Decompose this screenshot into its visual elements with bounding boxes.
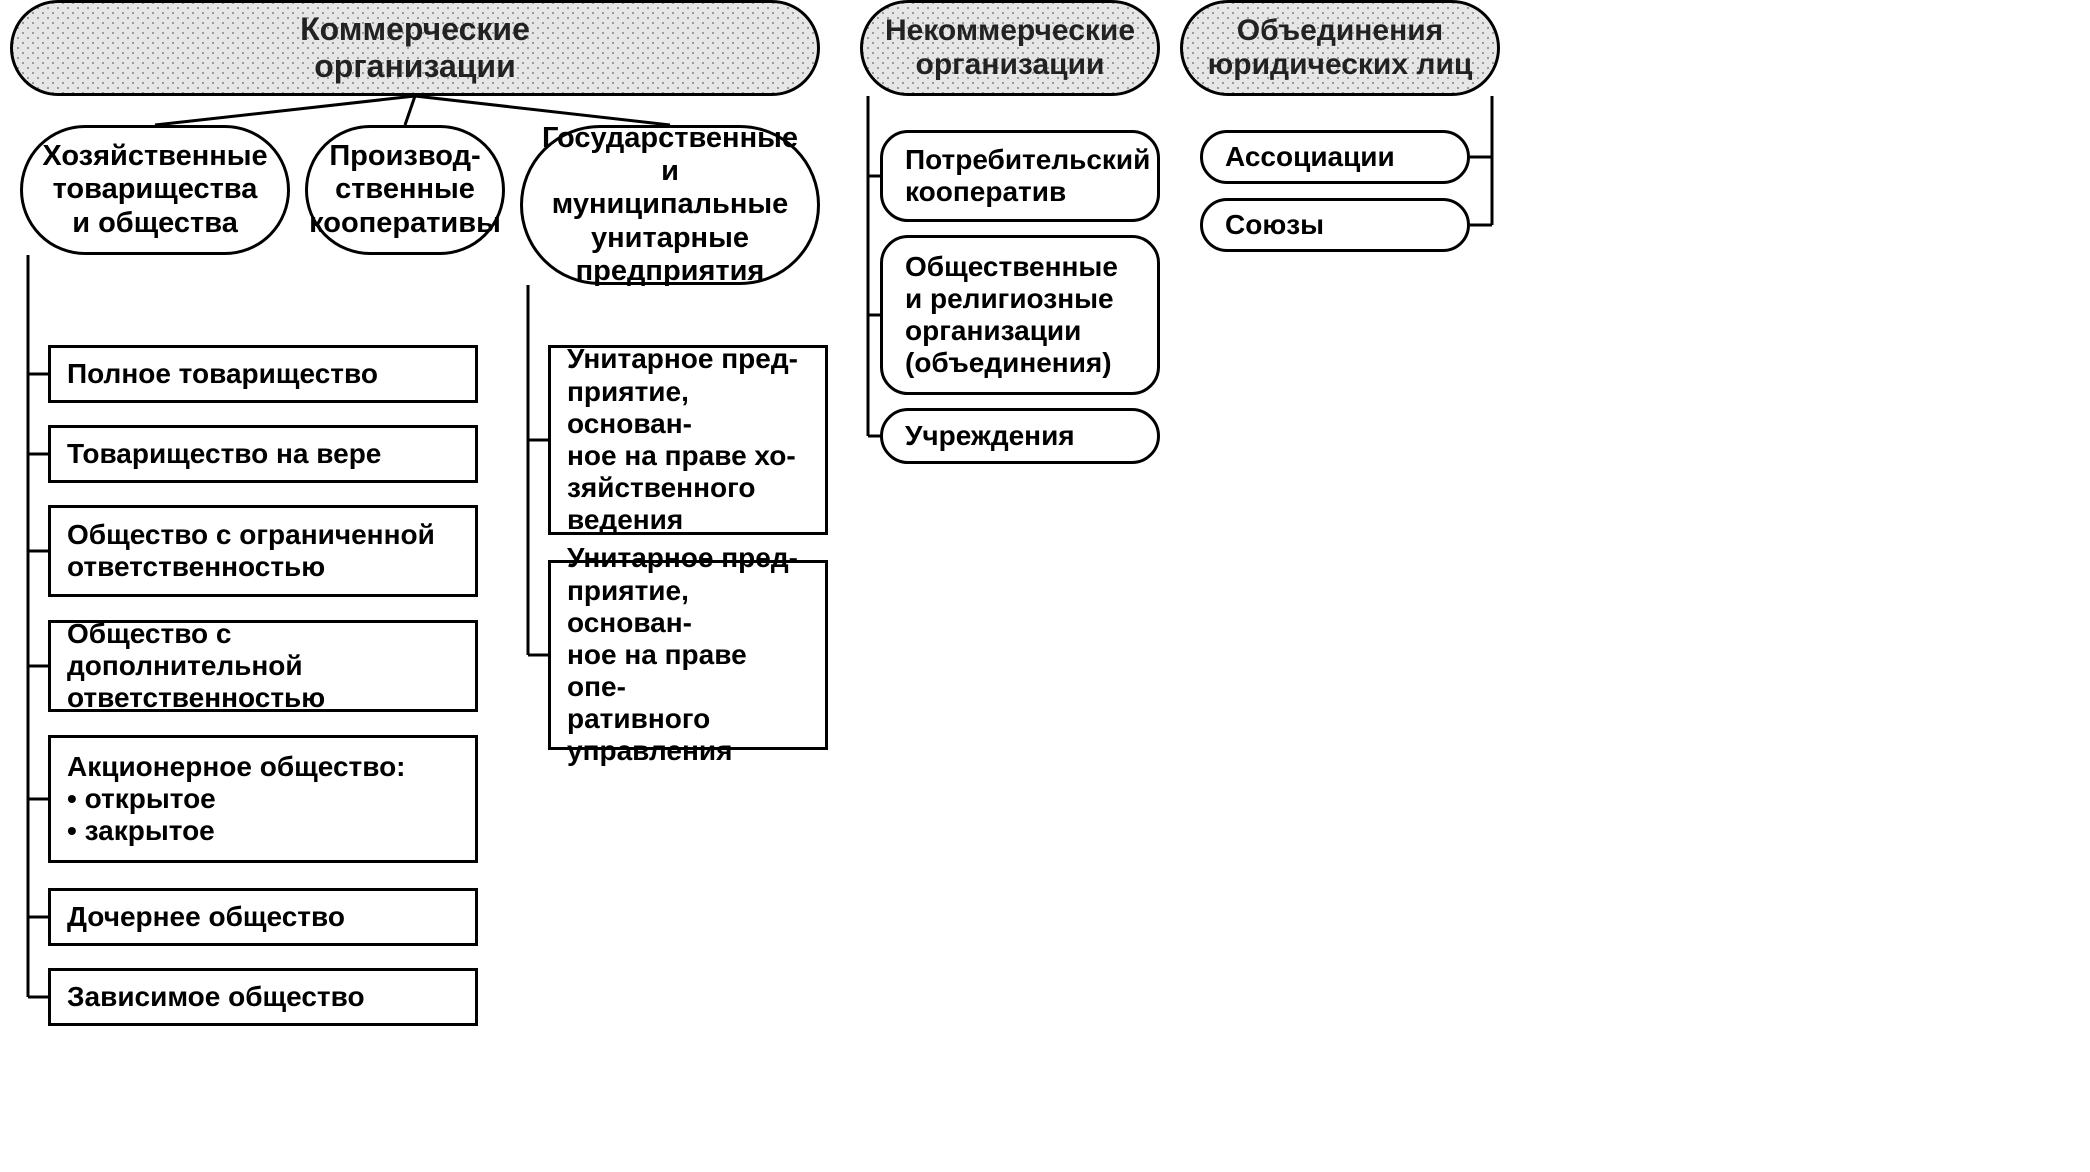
top-commercial: Коммерческие организации (10, 0, 820, 96)
pill-unitary: Государственные и муниципальные унитарны… (520, 125, 820, 285)
pill-partnerships: Хозяйственные товарищества и общества (20, 125, 290, 255)
unitary-item-0: Унитарное пред- приятие, основан- ное на… (548, 345, 828, 535)
unions-item-1: Союзы (1200, 198, 1470, 252)
partnerships-item-4: Акционерное общество: • открытое • закры… (48, 735, 478, 863)
diagram-root: Коммерческие организации Некоммерческие … (0, 0, 2090, 1172)
partnerships-item-6: Зависимое общество (48, 968, 478, 1026)
pill-coops: Производ- ственные кооперативы (305, 125, 505, 255)
partnerships-item-2: Общество с ограниченной ответственностью (48, 505, 478, 597)
noncommercial-item-1: Общественные и религиозные организации (… (880, 235, 1160, 395)
unitary-item-1: Унитарное пред- приятие, основан- ное на… (548, 560, 828, 750)
unions-item-0: Ассоциации (1200, 130, 1470, 184)
partnerships-item-0: Полное товарищество (48, 345, 478, 403)
partnerships-item-3: Общество с дополнительной ответственност… (48, 620, 478, 712)
partnerships-item-1: Товарищество на вере (48, 425, 478, 483)
top-noncommercial: Некоммерческие организации (860, 0, 1160, 96)
noncommercial-item-2: Учреждения (880, 408, 1160, 464)
partnerships-item-5: Дочернее общество (48, 888, 478, 946)
noncommercial-item-0: Потребительский кооператив (880, 130, 1160, 222)
top-unions: Объединения юридических лиц (1180, 0, 1500, 96)
